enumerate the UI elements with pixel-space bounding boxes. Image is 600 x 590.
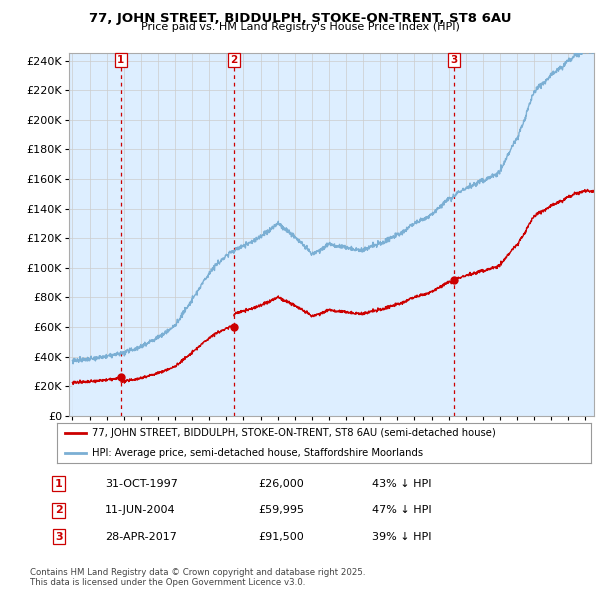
Text: £59,995: £59,995 (258, 506, 304, 515)
Text: 39% ↓ HPI: 39% ↓ HPI (372, 532, 431, 542)
Text: 3: 3 (451, 55, 458, 65)
Text: 3: 3 (55, 532, 62, 542)
Text: 1: 1 (55, 479, 62, 489)
Text: 47% ↓ HPI: 47% ↓ HPI (372, 506, 431, 515)
Text: Price paid vs. HM Land Registry's House Price Index (HPI): Price paid vs. HM Land Registry's House … (140, 22, 460, 32)
Text: Contains HM Land Registry data © Crown copyright and database right 2025.
This d: Contains HM Land Registry data © Crown c… (30, 568, 365, 587)
Text: 43% ↓ HPI: 43% ↓ HPI (372, 479, 431, 489)
Text: 2: 2 (55, 506, 62, 515)
Text: HPI: Average price, semi-detached house, Staffordshire Moorlands: HPI: Average price, semi-detached house,… (92, 448, 423, 458)
Text: 31-OCT-1997: 31-OCT-1997 (105, 479, 178, 489)
Text: 11-JUN-2004: 11-JUN-2004 (105, 506, 176, 515)
Text: 77, JOHN STREET, BIDDULPH, STOKE-ON-TRENT, ST8 6AU: 77, JOHN STREET, BIDDULPH, STOKE-ON-TREN… (89, 12, 511, 25)
Text: 2: 2 (230, 55, 238, 65)
Text: 77, JOHN STREET, BIDDULPH, STOKE-ON-TRENT, ST8 6AU (semi-detached house): 77, JOHN STREET, BIDDULPH, STOKE-ON-TREN… (92, 428, 496, 438)
Text: 1: 1 (117, 55, 124, 65)
Text: £91,500: £91,500 (258, 532, 304, 542)
Text: £26,000: £26,000 (258, 479, 304, 489)
Text: 28-APR-2017: 28-APR-2017 (105, 532, 177, 542)
